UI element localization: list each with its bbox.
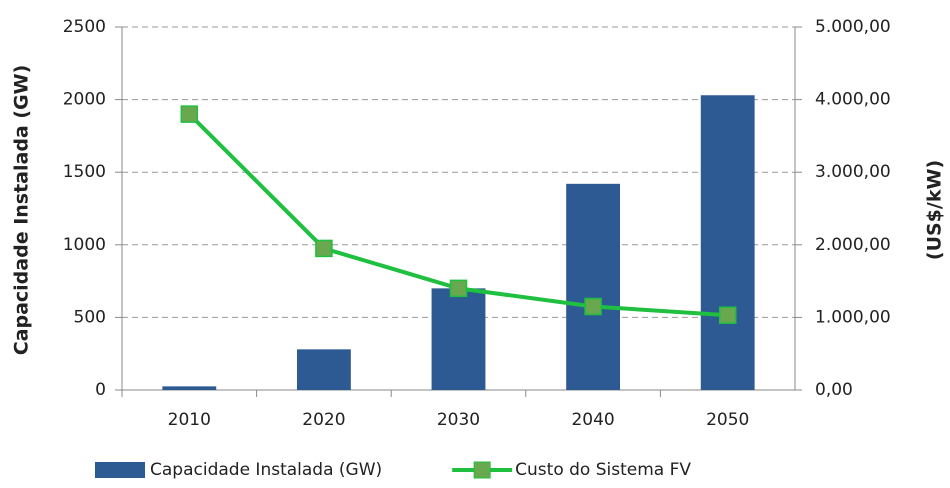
- line-marker: [180, 105, 199, 123]
- line-marker: [718, 306, 737, 324]
- y-tick-label: 1500: [63, 162, 106, 182]
- legend-label: Capacidade Instalada (GW): [150, 460, 382, 480]
- y-tick-label: 0: [95, 380, 106, 400]
- bar: [162, 386, 217, 390]
- line-marker: [449, 279, 468, 298]
- y2-tick-label: 4.000,00: [815, 90, 891, 110]
- y-tick-label: 1000: [63, 235, 106, 255]
- y2-tick-label: 3.000,00: [815, 162, 891, 182]
- x-tick-label: 2010: [168, 410, 211, 430]
- legend-label: Custo do Sistema FV: [515, 460, 691, 480]
- line-marker: [315, 239, 333, 258]
- y2-tick-label: 2.000,00: [815, 235, 891, 255]
- x-tick-label: 2020: [302, 410, 345, 430]
- y2-tick-label: 1.000,00: [815, 307, 891, 327]
- x-tick-label: 2050: [706, 410, 749, 430]
- x-tick-label: 2040: [571, 410, 614, 430]
- y-tick-label: 500: [74, 307, 106, 327]
- x-tick-label: 2030: [437, 410, 480, 430]
- bar: [431, 288, 486, 390]
- y-tick-label: 2500: [63, 17, 106, 37]
- y-tick-label: 2000: [63, 90, 106, 110]
- line-marker: [584, 297, 602, 316]
- y2-axis-title: (US$/kW): [924, 160, 946, 260]
- y2-tick-label: 5.000,00: [815, 17, 891, 37]
- y2-tick-label: 0,00: [815, 380, 853, 400]
- legend-swatch-marker: [473, 461, 491, 479]
- legend-swatch: [95, 462, 145, 478]
- y-axis-title: Capacidade Instalada (GW): [11, 65, 33, 356]
- bar: [566, 183, 621, 390]
- bar: [296, 349, 351, 390]
- bar: [700, 95, 755, 390]
